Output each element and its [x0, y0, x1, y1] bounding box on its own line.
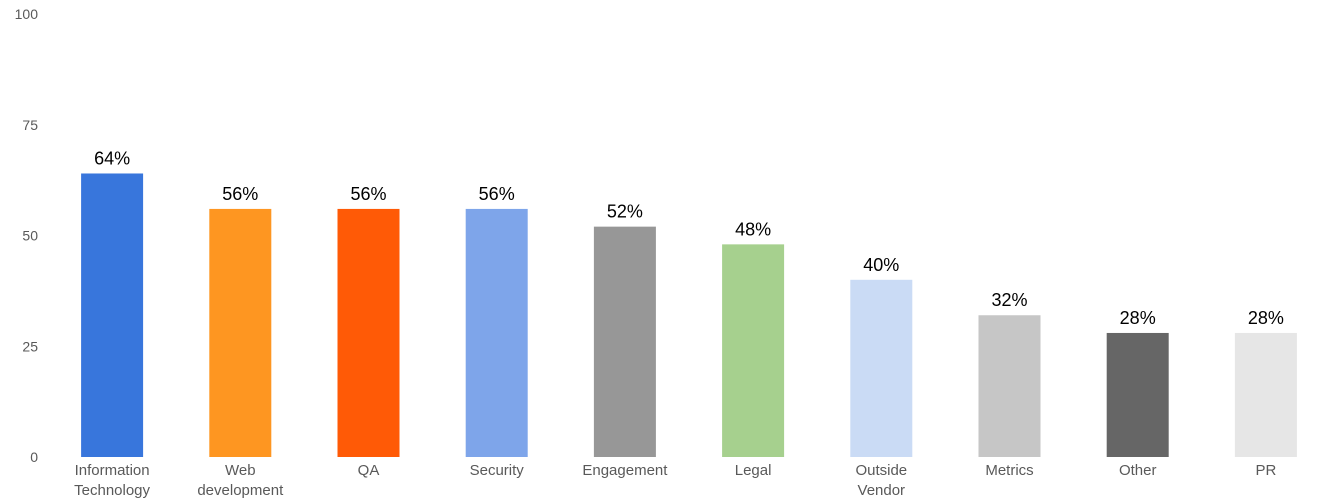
- bar: [81, 173, 144, 458]
- data-label: 56%: [479, 184, 515, 204]
- x-tick-label: Web development: [197, 462, 284, 499]
- x-tick-label: Outside Vendor: [855, 462, 907, 499]
- data-label: 64%: [94, 148, 130, 168]
- data-label: 52%: [607, 202, 643, 222]
- data-label: 32%: [991, 290, 1027, 310]
- bar: [850, 279, 913, 457]
- bars: [81, 173, 1297, 458]
- y-tick-label: 50: [22, 228, 38, 244]
- bar: [593, 226, 656, 457]
- x-tick-label: Legal: [735, 462, 772, 479]
- x-tick-label: Security: [470, 462, 525, 479]
- bar: [337, 208, 400, 457]
- y-tick-label: 25: [22, 338, 38, 354]
- data-label: 48%: [735, 219, 771, 239]
- bar: [209, 208, 272, 457]
- y-tick-label: 100: [15, 6, 39, 22]
- data-label: 40%: [863, 255, 899, 275]
- bar: [1106, 332, 1169, 457]
- x-tick-label: PR: [1255, 462, 1276, 479]
- data-label: 56%: [222, 184, 258, 204]
- y-tick-label: 75: [22, 117, 38, 133]
- data-label: 28%: [1248, 308, 1284, 328]
- bar: [465, 208, 528, 457]
- x-tick-label: Engagement: [582, 462, 668, 479]
- x-tick-label: Information Technology: [74, 462, 150, 499]
- bar: [722, 244, 785, 457]
- y-axis: 0 25 50 75 100: [15, 6, 39, 465]
- x-axis: Information Technology Web development QA Sec…: [74, 462, 1276, 499]
- bar: [978, 315, 1041, 457]
- y-tick-label: 0: [30, 449, 38, 465]
- bar: [1234, 332, 1297, 457]
- x-tick-label: Other: [1119, 462, 1157, 479]
- data-labels: 64% 56% 56% 56% 52% 48% 40% 32% 28% 28%: [94, 148, 1284, 327]
- data-label: 56%: [350, 184, 386, 204]
- data-label: 28%: [1120, 308, 1156, 328]
- x-tick-label: QA: [358, 462, 380, 479]
- x-tick-label: Metrics: [985, 462, 1033, 479]
